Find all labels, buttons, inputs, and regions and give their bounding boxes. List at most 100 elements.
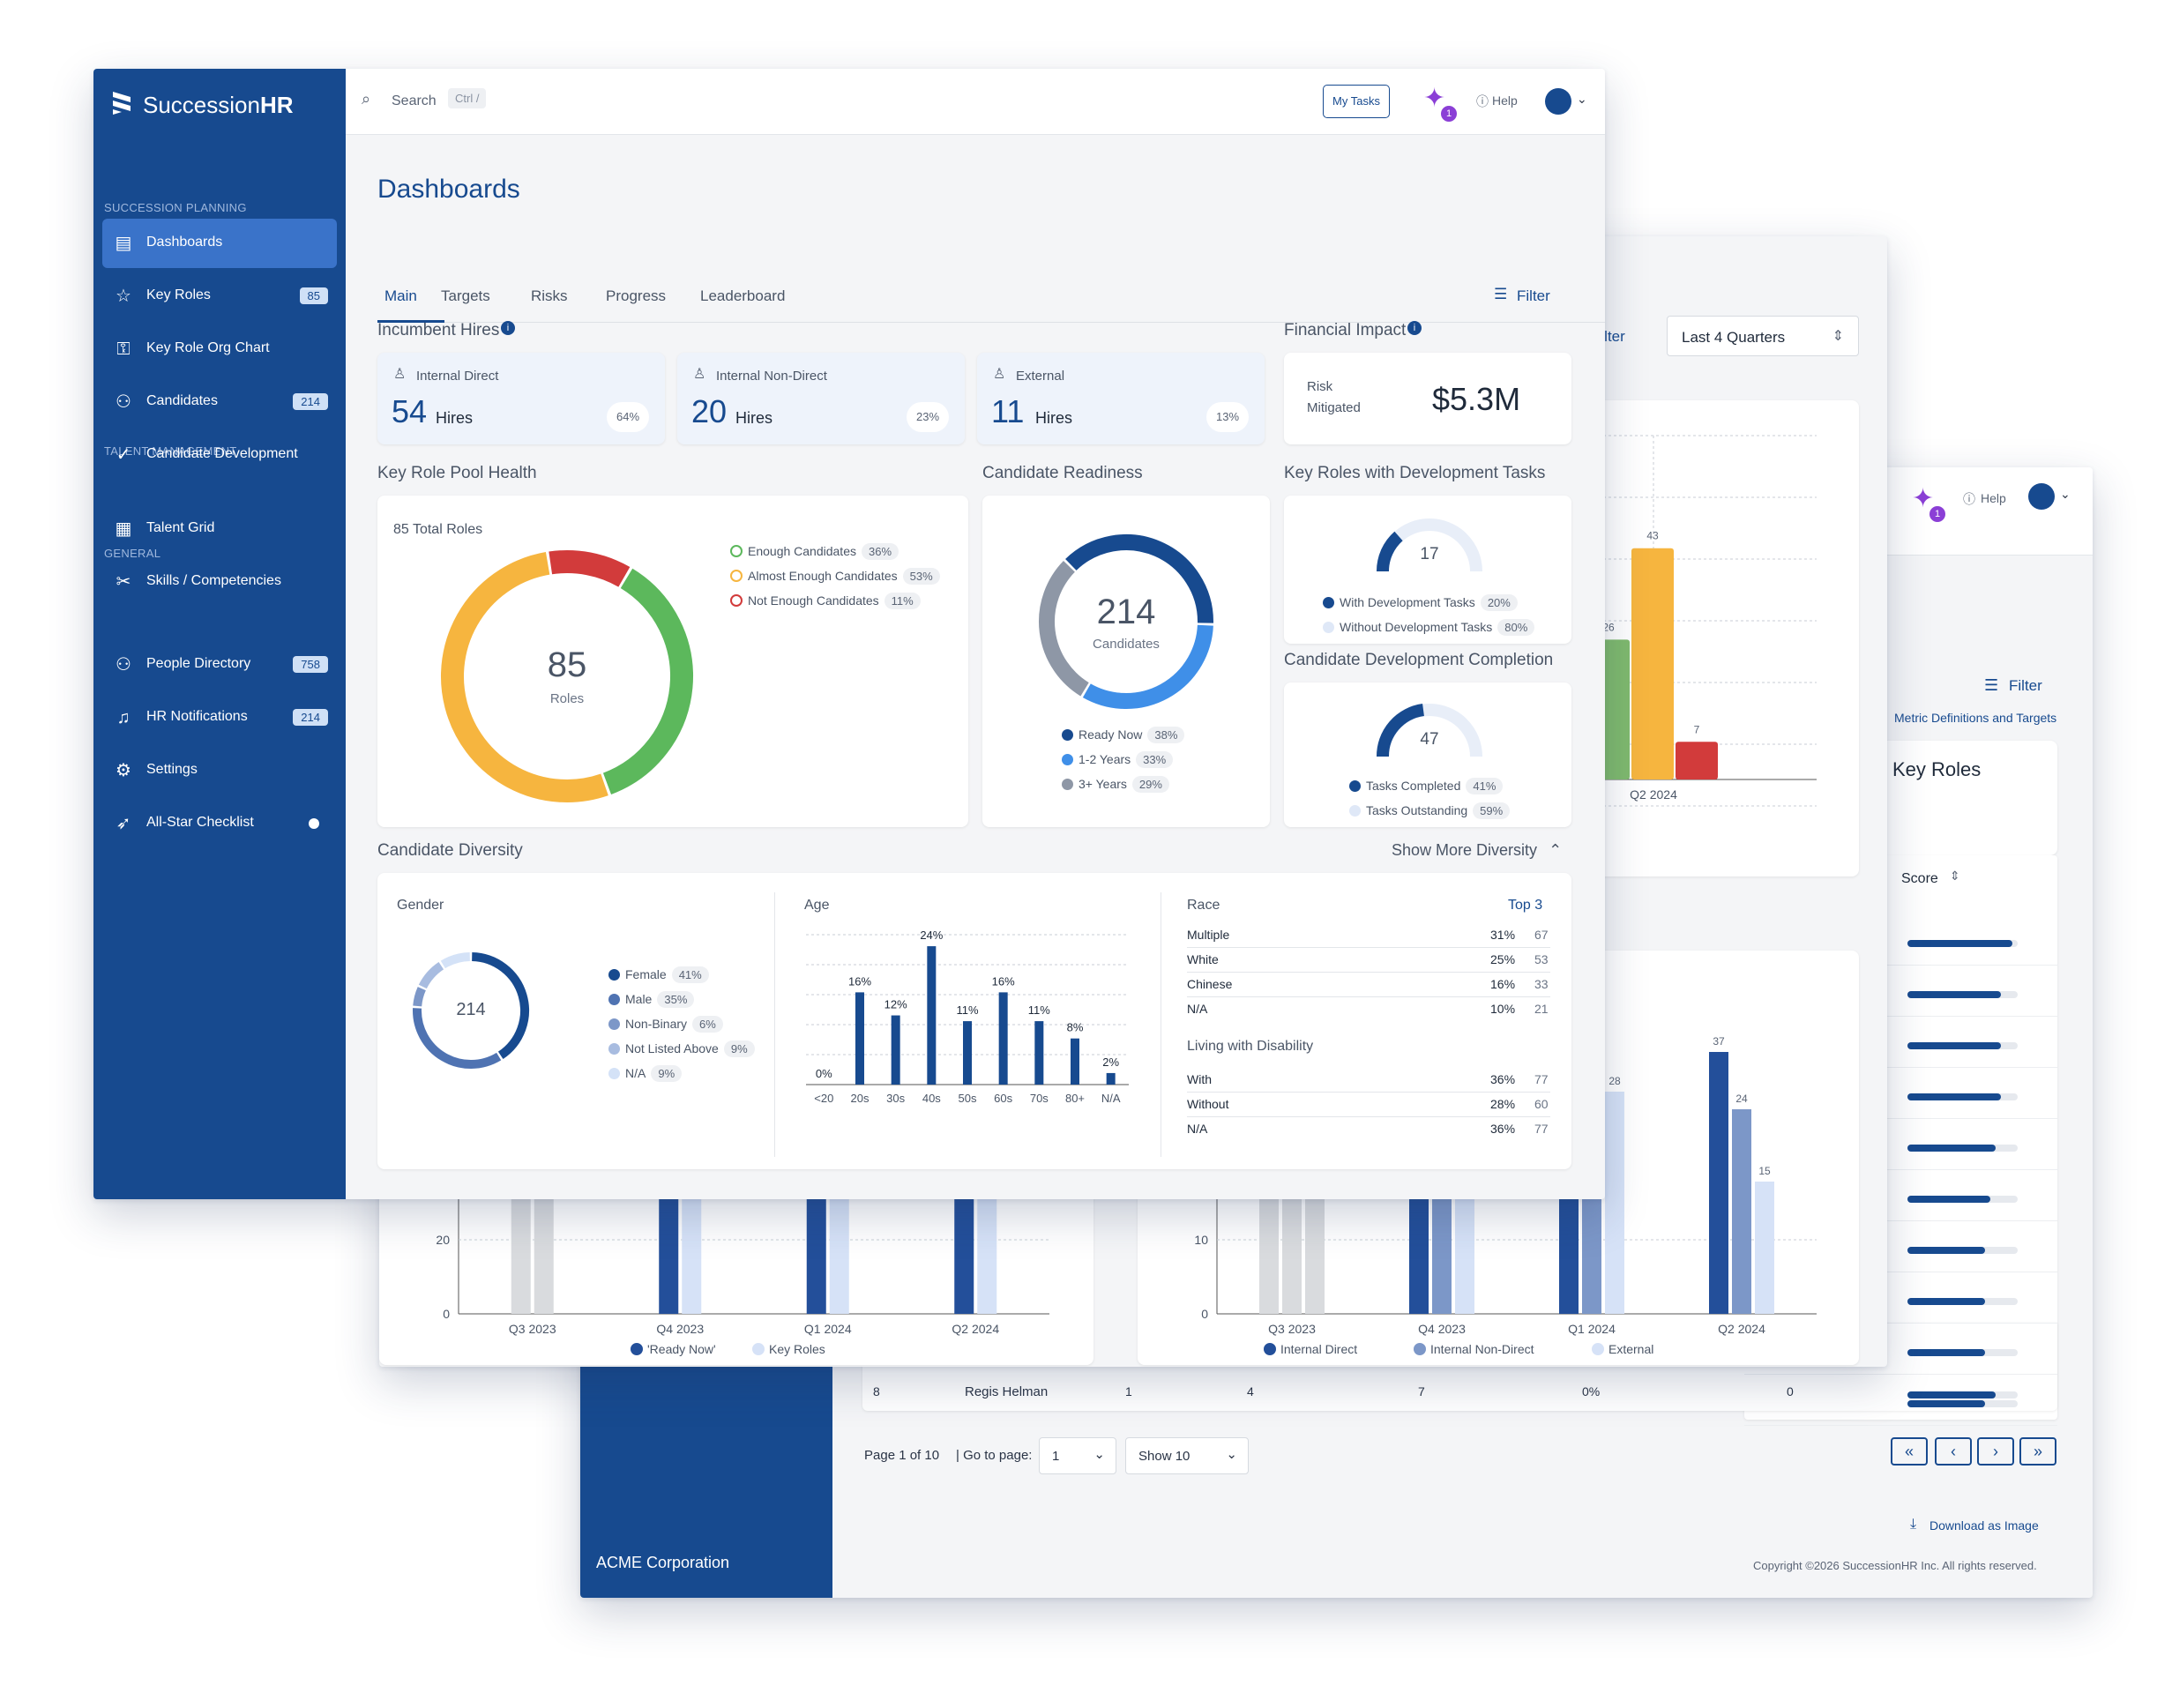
score-row-divider (1744, 965, 2057, 966)
donut-segment (549, 550, 631, 587)
legend-item: Not Listed Above 9% (608, 1040, 755, 1057)
score-bar-fill (1907, 1247, 1985, 1254)
quarter-bar (1282, 1171, 1302, 1314)
row-col4: 0% (1582, 1384, 1601, 1398)
stat-row-pct: 25% (1490, 952, 1516, 966)
score-bar (1907, 1042, 2018, 1049)
score-column-header[interactable]: Score (1901, 871, 1938, 886)
readiness-center-label: Candidates (1093, 637, 1160, 652)
total-roles-label: 85 Total Roles (393, 522, 483, 537)
show-more-diversity-button[interactable]: Show More Diversity ⌃ (1392, 841, 1562, 860)
sidebar-item-people-directory[interactable]: ⚇ People Directory 758 (102, 640, 337, 690)
tab-leaderboard[interactable]: Leaderboard (700, 287, 786, 304)
chevron-down-icon[interactable]: ⌄ (1577, 92, 1587, 106)
copyright-text: Copyright ©2026 SuccessionHR Inc. All ri… (1753, 1559, 2037, 1572)
quarter-bar (806, 1171, 826, 1314)
legend-dot (631, 1343, 643, 1355)
sidebar-item-skills-competencies[interactable]: ✂ Skills / Competencies (102, 557, 337, 607)
score-bar (1907, 1247, 2018, 1254)
tab-targets[interactable]: Targets (441, 287, 490, 304)
row-rank: 8 (873, 1384, 880, 1398)
age-tick-label: 20s (851, 1092, 870, 1105)
race-top3-link[interactable]: Top 3 (1508, 898, 1543, 913)
legend-pct: 29% (1131, 776, 1169, 793)
financial-impact-title: Financial Impact (1284, 321, 1407, 339)
hire-card-internal-direct[interactable]: ♙ Internal Direct 54 Hires 64% (377, 353, 665, 444)
search-shortcut-hint: Ctrl / (448, 88, 487, 108)
stat-row-label: With (1187, 1072, 1212, 1086)
hire-card-unit: Hires (735, 409, 773, 427)
user-avatar-icon[interactable] (1545, 88, 1571, 115)
filter-icon[interactable]: ☰ (1494, 286, 1508, 302)
help-link[interactable]: Help (1981, 491, 2006, 505)
search-input[interactable]: Search (392, 93, 437, 108)
tab-risks[interactable]: Risks (531, 287, 568, 304)
sidebar-item-hr-notifications[interactable]: ♫ HR Notifications 214 (102, 693, 337, 742)
help-link[interactable]: Help (1492, 93, 1518, 108)
score-bar (1907, 1196, 2018, 1203)
tab-main[interactable]: Main (384, 287, 417, 304)
sidebar-item-label: All-Star Checklist (146, 815, 254, 830)
prev-page-button[interactable]: ‹ (1935, 1437, 1972, 1466)
first-page-button[interactable]: « (1891, 1437, 1928, 1466)
page-size-select[interactable]: Show 10 ⌄ (1125, 1437, 1249, 1474)
legend-dot (730, 570, 743, 582)
chevron-down-icon[interactable]: ⌄ (2060, 487, 2071, 501)
y-tick-label: 0 (443, 1307, 450, 1321)
donut-segment (440, 952, 471, 969)
stat-row-pct: 31% (1490, 928, 1516, 942)
donut-segment (472, 952, 529, 1060)
legend-dot (1349, 805, 1361, 817)
score-bar-fill (1907, 1145, 1996, 1152)
top-chart-bar (1631, 548, 1674, 779)
x-tick-label: Q2 2024 (952, 1322, 999, 1336)
sidebar-item-label: Skills / Competencies (146, 573, 281, 588)
info-icon[interactable]: i (1407, 321, 1422, 335)
stat-row-pct: 36% (1490, 1072, 1516, 1086)
sidebar-item-key-role-org-chart[interactable]: ⚿ Key Role Org Chart (102, 324, 337, 374)
sidebar-item-dashboards[interactable]: ▤ Dashboards (102, 219, 337, 268)
help-icon[interactable]: ⓘ (1476, 94, 1489, 108)
quarter-bar-label: 15 (1758, 1165, 1771, 1177)
sidebar-item-candidates[interactable]: ⚇ Candidates 214 (102, 377, 337, 427)
hires-bar-chart: 10 0 Q3 2023 Q4 2023 28 Q1 2024 37 24 15 Q2 2024 I… (1194, 1035, 1817, 1356)
hire-card-internal-non-direct[interactable]: ♙ Internal Non-Direct 20 Hires 23% (677, 353, 965, 444)
filter-link[interactable]: Filter (2009, 677, 2042, 694)
sidebar-item-talent-grid[interactable]: ▦ Talent Grid (102, 504, 337, 554)
legend-item: Male 35% (608, 991, 695, 1008)
info-icon[interactable]: i (501, 321, 515, 335)
hire-card-external[interactable]: ♙ External 11 Hires 13% (977, 353, 1265, 444)
my-tasks-button[interactable]: My Tasks (1323, 85, 1390, 118)
tools-icon: ✂ (116, 572, 131, 592)
dev-tasks-gauge (1376, 518, 1482, 572)
row-name-link[interactable]: Regis Helman (965, 1384, 1049, 1399)
download-icon[interactable]: ⤓ (1910, 1517, 1917, 1532)
search-icon[interactable]: ⌕ (362, 90, 371, 108)
filter-icon[interactable]: ☰ (1984, 676, 1999, 694)
help-icon[interactable]: ⓘ (1963, 492, 1975, 506)
pool-health-card: 85 Total Roles 85 Roles Enough Candidate… (377, 496, 968, 827)
goto-page-select[interactable]: 1 ⌄ (1039, 1437, 1116, 1474)
dev-tasks-title: Key Roles with Development Tasks (1284, 464, 1546, 482)
legend-label: 'Ready Now' (647, 1342, 716, 1356)
sort-icon[interactable]: ⇕ (1950, 869, 1960, 883)
quarter-bar-label: 37 (1713, 1035, 1725, 1048)
metric-definitions-link[interactable]: Metric Definitions and Targets (1894, 711, 2057, 725)
sidebar-item-settings[interactable]: ⚙ Settings (102, 746, 337, 795)
last-page-button[interactable]: » (2019, 1437, 2056, 1466)
sidebar-item-key-roles[interactable]: ☆ Key Roles 85 (102, 272, 337, 321)
download-image-link[interactable]: Download as Image (1929, 1518, 2039, 1533)
next-page-button[interactable]: › (1977, 1437, 2014, 1466)
user-avatar-icon[interactable] (2028, 483, 2055, 510)
gender-center-value: 214 (456, 1000, 486, 1019)
period-select[interactable]: Last 4 Quarters ⇕ (1667, 316, 1859, 356)
legend-pct: 9% (651, 1065, 683, 1082)
age-tick-label: 70s (1030, 1092, 1049, 1105)
stat-row-count: 21 (1534, 1002, 1549, 1016)
sidebar-item-candidate-development[interactable]: ✓ Candidate Development (102, 430, 337, 480)
top-chart-tick: Q2 2024 (1630, 787, 1677, 802)
tab-progress[interactable]: Progress (606, 287, 667, 304)
quarter-bar (1305, 1171, 1325, 1314)
filter-link[interactable]: Filter (1517, 287, 1550, 304)
sidebar-item-all-star-checklist[interactable]: ➶ All-Star Checklist (102, 799, 337, 848)
